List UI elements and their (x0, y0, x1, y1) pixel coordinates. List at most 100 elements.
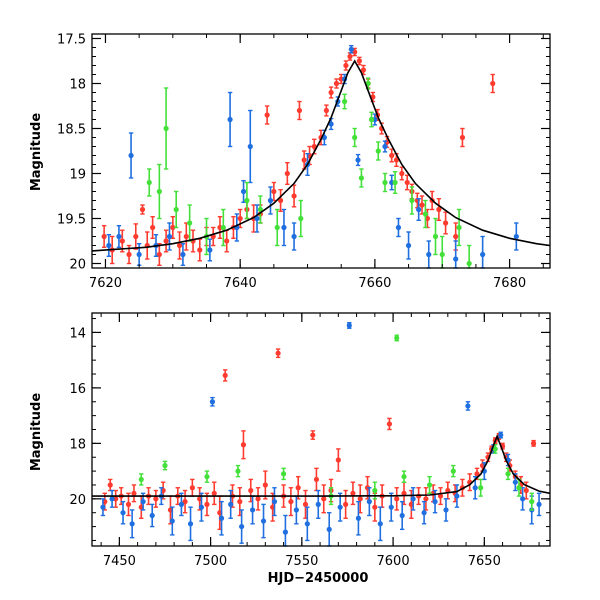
data-point (207, 238, 213, 262)
y-tick-label: 18 (69, 78, 86, 93)
data-point (450, 464, 456, 478)
data-point (392, 170, 398, 195)
plot-frame (91, 33, 551, 269)
data-point (138, 473, 144, 486)
data-point (382, 140, 388, 153)
bottom-panel: 7450 7500 7550 7600 7650 14 16 18 20 Magnitude H… (29, 312, 551, 586)
data-point (178, 492, 185, 517)
data-point (394, 487, 400, 511)
data-point (466, 244, 472, 269)
data-point (335, 448, 341, 472)
x-tick-label: 7650 (468, 554, 501, 569)
data-point (274, 208, 280, 247)
data-point (352, 127, 358, 148)
data-point (421, 500, 427, 525)
data-point (478, 478, 484, 497)
data-point (163, 87, 169, 170)
data-point (323, 104, 329, 117)
bottom-panel-ylabel: Magnitude (29, 393, 44, 472)
data-point (260, 503, 267, 539)
data-point (107, 478, 113, 492)
data-point (264, 105, 270, 125)
data-point (163, 229, 169, 253)
data-point (255, 487, 261, 511)
data-point (249, 495, 256, 525)
data-point (346, 322, 352, 329)
data-point (437, 487, 444, 506)
data-point (356, 56, 362, 66)
y-tick-label: 18 (69, 437, 86, 452)
data-point (228, 489, 234, 519)
data-point (240, 430, 247, 460)
data-point (366, 487, 372, 517)
data-point (156, 163, 162, 220)
data-point (459, 127, 466, 148)
data-point (382, 172, 388, 193)
data-point (173, 190, 179, 229)
data-point (404, 174, 410, 191)
data-point (529, 492, 535, 511)
data-point (347, 52, 353, 61)
bottom-panel-frame (91, 312, 551, 547)
data-point (277, 188, 284, 213)
data-point (375, 141, 381, 161)
data-point (120, 500, 126, 525)
data-point (350, 481, 356, 506)
data-point (211, 481, 217, 506)
data-point (166, 222, 173, 251)
data-point (198, 492, 205, 522)
y-tick-label: 16 (69, 382, 86, 397)
data-point (513, 222, 519, 251)
y-tick-label: 17.5 (57, 33, 86, 48)
data-point (454, 484, 460, 508)
data-point (480, 235, 486, 269)
top-panel-markers (101, 45, 519, 269)
data-point (394, 334, 400, 342)
data-point (280, 467, 287, 481)
data-point (302, 489, 309, 519)
data-point (220, 208, 226, 247)
y-tick-label: 20 (69, 258, 86, 273)
x-tick-label: 7620 (89, 276, 122, 291)
data-point (416, 197, 422, 222)
data-point (313, 467, 320, 492)
data-point (357, 484, 363, 514)
data-point (465, 401, 471, 411)
data-point (150, 215, 156, 240)
bottom-panel-markers (100, 322, 542, 547)
data-point (254, 204, 260, 233)
data-point (210, 226, 216, 247)
data-point (456, 208, 462, 247)
data-point (176, 231, 183, 260)
data-point (328, 86, 334, 99)
data-point (388, 492, 394, 522)
data-point (183, 222, 189, 251)
top-panel-ticks: 7620 7640 7660 7680 17.5 18 18.5 19 19.5 20 (57, 33, 550, 291)
top-panel-frame (91, 33, 551, 269)
data-point (410, 487, 416, 511)
x-tick-label: 7680 (493, 276, 526, 291)
data-point (209, 396, 216, 407)
bottom-panel-curve (92, 434, 551, 497)
data-point (333, 78, 340, 89)
data-point (131, 484, 137, 503)
data-point (386, 417, 393, 431)
data-point (498, 431, 504, 439)
data-point (343, 489, 349, 519)
data-point (162, 460, 168, 471)
data-point (284, 161, 290, 186)
data-point (399, 166, 405, 181)
data-point (275, 348, 281, 359)
data-point (257, 195, 263, 224)
data-point (106, 233, 112, 257)
data-point (100, 498, 106, 517)
y-tick-label: 19.5 (57, 213, 86, 228)
data-point (113, 489, 119, 508)
data-point (180, 242, 186, 266)
plot-frame (91, 312, 551, 547)
data-point (358, 168, 365, 188)
bottom-panel-xlabel: HJD−2450000 (268, 571, 369, 586)
data-point (490, 73, 496, 94)
data-point (368, 111, 375, 128)
data-point (409, 186, 415, 215)
